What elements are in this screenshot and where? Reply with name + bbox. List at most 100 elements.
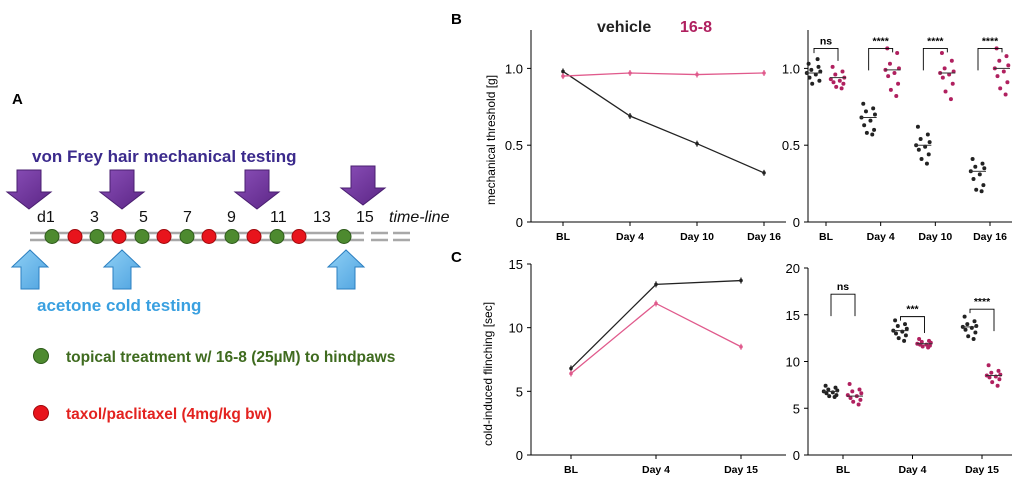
scatter-point-drug [831,80,836,85]
scatter-point-vehicle [807,75,812,80]
scatter-point-vehicle [962,314,967,319]
red-timeline-dot [291,229,307,244]
day-label: 11 [270,209,287,226]
significance-label: **** [872,35,889,47]
scatter-point-vehicle [974,187,979,192]
data-point [739,278,743,283]
scatter-point-drug [990,380,995,385]
chart-c-line: 0 5 10 15 BL Day 4 Day 15 [509,257,786,476]
down-arrow-icon [339,165,387,206]
scatter-point-drug [850,389,855,394]
day-label: 5 [139,209,148,226]
scatter-point-drug [858,397,863,402]
scatter-point-vehicle [870,132,875,137]
scatter-point-drug [833,72,838,77]
scatter-point-drug [834,84,839,89]
data-point [695,72,699,77]
legend-red-text: taxol/paclitaxel (4mg/kg bw) [66,406,272,423]
significance-label: ns [837,281,849,293]
scatter-point-drug [1005,80,1010,85]
scatter-point-vehicle [973,330,978,335]
green-timeline-dot [89,229,105,244]
green-timeline-dot [269,229,285,244]
x-tick-label: Day 16 [973,231,1007,243]
y-tick-label: 20 [786,261,800,276]
red-timeline-dot [111,229,127,244]
y-tick-label: 10 [786,355,800,370]
scatter-point-drug [1004,54,1009,59]
scatter-point-drug [920,344,925,349]
scatter-point-drug [896,81,901,86]
x-tick-label: Day 10 [680,231,714,243]
scatter-point-vehicle [963,327,968,332]
green-timeline-dot [134,229,150,244]
scatter-point-vehicle [982,166,987,171]
data-point [695,141,699,146]
scatter-point-drug [989,370,994,375]
timeline-axis [30,231,410,242]
scatter-point-vehicle [971,176,976,181]
scatter-point-vehicle [973,164,978,169]
data-point [762,171,766,175]
scatter-point-drug [986,363,991,368]
scatter-point-drug [886,74,891,79]
scatter-point-drug [847,381,852,386]
scatter-point-vehicle [970,157,975,162]
data-point [628,71,632,75]
scatter-point-vehicle [861,101,866,106]
scatter-point-drug [926,345,931,350]
scatter-point-vehicle [864,130,869,135]
scatter-point-vehicle [895,323,900,328]
data-point [739,344,743,349]
series-line-vehicle [562,70,765,174]
data-point [569,371,573,376]
y-tick-label: 15 [786,308,800,323]
scatter-point-drug [995,74,1000,79]
scatter-point-vehicle [872,112,877,117]
y-tick-label: 5 [516,384,523,399]
series-line-vehicle [570,279,742,369]
x-tick-label: Day 10 [918,231,952,243]
green-timeline-dot [179,229,195,244]
scatter-point-drug [949,58,954,63]
green-timeline-dot [224,229,240,244]
scatter-point-vehicle [809,67,814,72]
scatter-point-drug [942,66,947,71]
y-tick-label: 0.5 [782,138,800,153]
x-tick-label: Day 4 [616,231,644,243]
scatter-point-drug [1006,63,1011,68]
red-timeline-dot [201,229,217,244]
scatter-point-drug [828,77,833,82]
day-label: 9 [227,209,236,226]
red-timeline-dot [67,229,83,244]
data-point [561,74,565,78]
significance-bracket [977,47,1003,71]
scatter-point-vehicle [915,124,920,129]
y-tick-label: 0 [516,448,523,463]
scatter-point-drug [859,391,864,396]
scatter-point-vehicle [979,189,984,194]
scatter-point-vehicle [817,78,822,83]
scatter-point-vehicle [904,326,909,331]
significance-bracket [813,47,839,61]
x-tick-label: Day 4 [867,231,895,243]
data-point [561,69,565,74]
scatter-point-vehicle [916,147,921,152]
scatter-point-drug [950,81,955,86]
scatter-point-drug [888,87,893,92]
scatter-point-drug [997,377,1002,382]
day-labels: d1 3 5 7 9 11 13 15 [37,209,374,226]
panel-a-legend: topical treatment w/ 16-8 (25µM) to hind… [33,348,395,423]
scatter-point-drug [998,86,1003,91]
scatter-point-drug [943,89,948,94]
significance-label: *** [906,304,919,316]
von-frey-label: von Frey hair mechanical testing [32,147,297,166]
significance-bracket [922,47,948,71]
down-arrow-icon [233,169,281,210]
day-label: 13 [313,209,331,226]
scatter-point-drug [951,69,956,74]
significance-bracket [830,293,856,317]
significance-label: **** [974,296,991,308]
legend-drug: 16-8 [680,19,712,36]
